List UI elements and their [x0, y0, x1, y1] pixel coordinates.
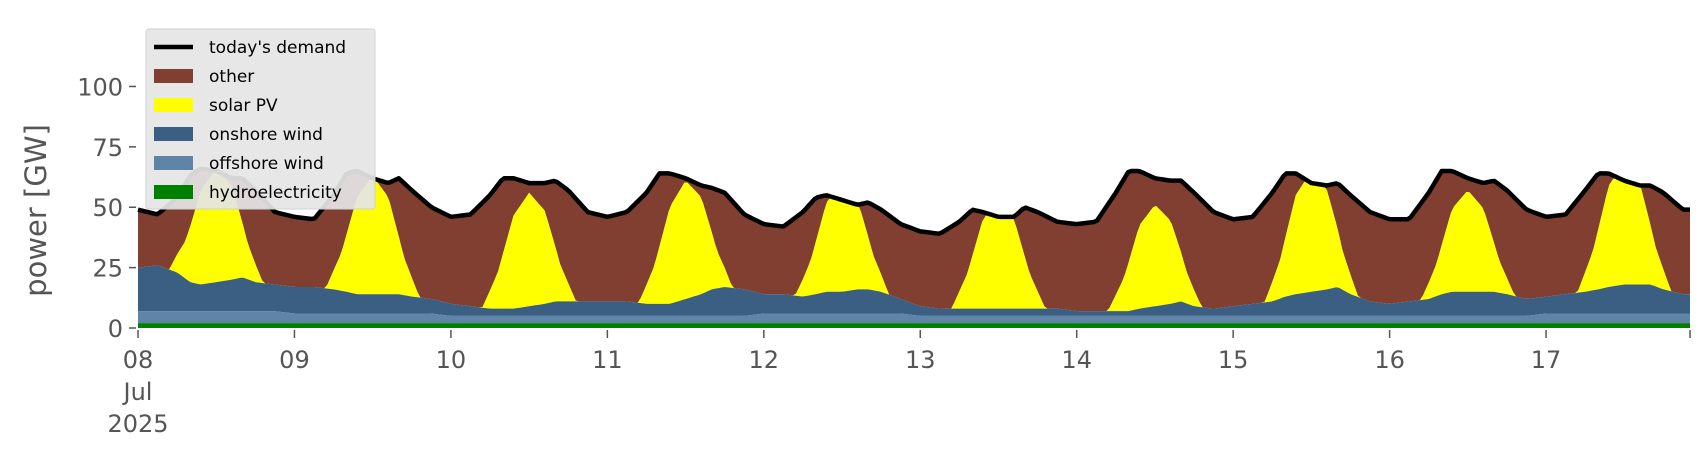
- y-axis: 0 25 50 75 100: [77, 73, 136, 343]
- legend-box: [145, 28, 376, 210]
- y-tick-label: 75: [92, 134, 123, 162]
- legend-swatch-onshore-wind: [154, 127, 193, 141]
- legend-label-solar-pv: solar PV: [209, 96, 278, 116]
- x-tick-label: 17: [1531, 346, 1562, 374]
- x-tick-label: Jul: [122, 378, 153, 406]
- area-onshore-wind: [138, 265, 1690, 316]
- x-tick-label: 12: [749, 346, 780, 374]
- x-axis: 08 Jul 2025 09 10 11 12 13 14 15 16 17: [107, 330, 1691, 438]
- legend-swatch-other: [154, 69, 193, 83]
- x-tick-label: 13: [905, 346, 936, 374]
- x-tick-label: 15: [1218, 346, 1249, 374]
- x-tick-label: 2025: [107, 410, 168, 438]
- legend-label-other: other: [209, 67, 254, 87]
- x-tick-label: 11: [592, 346, 623, 374]
- legend-label-onshore-wind: onshore wind: [209, 125, 323, 145]
- legend-label-hydroelectricity: hydroelectricity: [209, 183, 342, 203]
- y-axis-label: power [GW]: [19, 124, 53, 297]
- area-other: [138, 168, 1690, 312]
- legend-swatch-hydroelectricity: [154, 185, 193, 199]
- y-tick-label: 100: [77, 73, 123, 101]
- legend-label-offshore-wind: offshore wind: [209, 154, 324, 174]
- legend-swatch-offshore-wind: [154, 156, 193, 170]
- x-tick-label: 16: [1374, 346, 1405, 374]
- area-hydroelectricity: [138, 323, 1690, 328]
- demand-line-layer: [137, 166, 1690, 236]
- x-tick-label: 10: [436, 346, 467, 374]
- y-tick-label: 25: [92, 255, 123, 283]
- area-solar-pv: [138, 170, 1690, 312]
- legend: today's demand other solar PV onshore wind o…: [145, 28, 376, 210]
- area-offshore-wind: [138, 311, 1690, 324]
- legend-swatch-solar-pv: [154, 98, 193, 112]
- y-tick-label: 50: [92, 194, 123, 222]
- y-tick-label: 0: [108, 315, 123, 343]
- x-tick-label: 09: [279, 346, 310, 374]
- legend-label-today-s-demand: today's demand: [209, 38, 346, 58]
- x-tick-label: 08: [123, 346, 154, 374]
- stacked-areas: [138, 168, 1690, 328]
- x-tick-label: 14: [1061, 346, 1092, 374]
- series-line-todays-demand: [137, 166, 1690, 236]
